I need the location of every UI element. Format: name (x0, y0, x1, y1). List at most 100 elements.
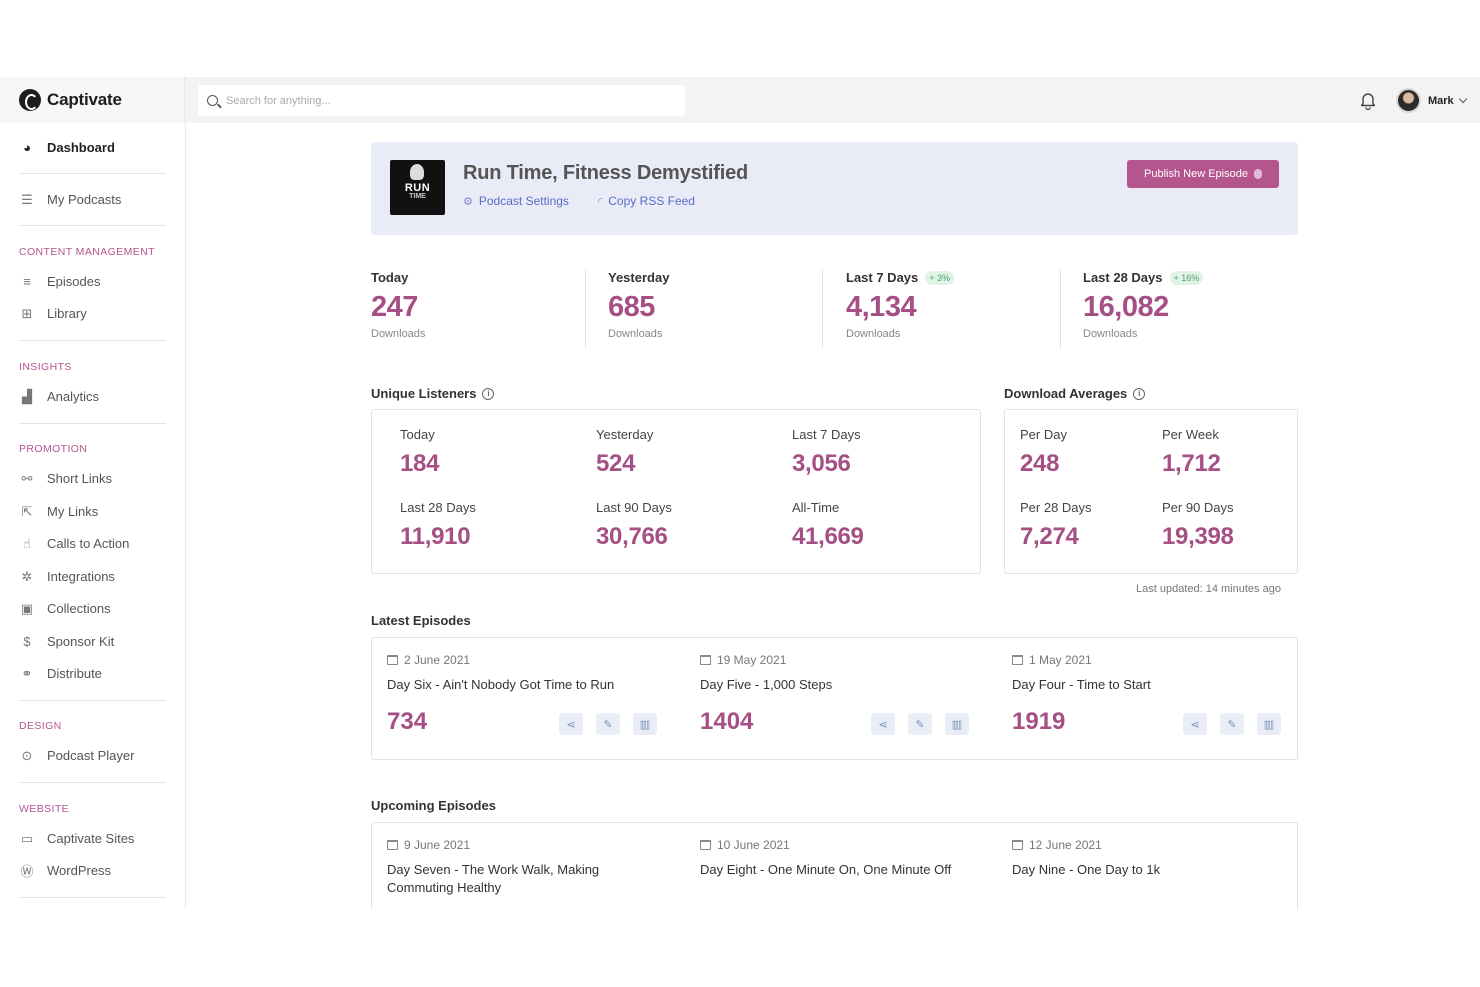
metric-label: Per Day (1020, 427, 1067, 442)
stat-value: 247 (371, 291, 418, 323)
dollar-icon: $ (23, 634, 31, 649)
podcast-settings-label: Podcast Settings (478, 194, 569, 208)
section-title-text: Unique Listeners (371, 386, 477, 401)
episode-downloads: 1919 (1012, 708, 1066, 735)
upcoming-episode-item[interactable]: 9 June 2021 Day Seven - The Work Walk, M… (387, 838, 647, 897)
stat-label-text: Last 7 Days (846, 270, 919, 285)
metric-label: Yesterday (596, 427, 654, 442)
app-name: Captivate (47, 90, 122, 109)
search-input[interactable] (226, 94, 656, 107)
metric-value: 41,669 (792, 523, 864, 550)
dashboard-icon: ◕ (23, 140, 31, 155)
distribute-icon: ⚭ (21, 665, 33, 681)
metric-label: Last 90 Days (596, 500, 672, 515)
stat-sub: Downloads (846, 328, 901, 340)
cover-title: RUN (404, 182, 431, 194)
episode-item[interactable]: 1 May 2021 Day Four - Time to Start 1919 (1012, 653, 1272, 736)
upcoming-episode-item[interactable]: 10 June 2021 Day Eight - One Minute On, … (700, 838, 960, 879)
sidebar-item-label: Podcast Player (47, 748, 135, 763)
stat-label: Last 7 Days + 3% (846, 270, 955, 285)
metric: Per Week 1,712 (1162, 427, 1221, 478)
copy-rss-label: Copy RSS Feed (608, 194, 695, 208)
sidebar-item-library[interactable]: ⊞ Library (19, 306, 87, 322)
episode-date-text: 12 June 2021 (1029, 838, 1102, 852)
metric-value: 248 (1020, 450, 1060, 477)
episode-item[interactable]: 2 June 2021 Day Six - Ain't Nobody Got T… (387, 653, 647, 736)
divider (19, 225, 166, 226)
sidebar-item-label: Short Links (47, 471, 113, 486)
episode-title: Day Nine - One Day to 1k (1012, 862, 1161, 877)
sidebar-item-integrations[interactable]: ✲ Integrations (19, 569, 115, 585)
section-title-text: Latest Episodes (371, 613, 471, 628)
sidebar-item-my-podcasts[interactable]: ☰ My Podcasts (19, 192, 121, 208)
sidebar-item-sponsor-kit[interactable]: $ Sponsor Kit (19, 634, 114, 649)
last-updated: Last updated: 14 minutes ago (1136, 583, 1281, 595)
search-icon (207, 95, 218, 106)
growth-badge: + 3% (925, 270, 955, 285)
sidebar-item-label: WordPress (47, 863, 112, 878)
logo[interactable]: Captivate (0, 77, 185, 123)
search-bar[interactable] (198, 85, 685, 116)
unique-listeners-card: Today 184 Yesterday 524 Last 7 Days 3,05… (371, 409, 981, 574)
stat-label: Yesterday (608, 270, 669, 285)
copy-rss-link[interactable]: ◜ Copy RSS Feed (598, 194, 695, 208)
podcast-settings-link[interactable]: ⚙ Podcast Settings (463, 194, 569, 208)
metric: Yesterday 524 (596, 427, 653, 478)
episode-date-text: 1 May 2021 (1029, 653, 1092, 667)
section-label-insights: INSIGHTS (19, 361, 72, 373)
episode-title: Day Eight - One Minute On, One Minute Of… (700, 862, 952, 877)
stat-sub: Downloads (1083, 328, 1138, 340)
podcast-banner: RUN TIME Run Time, Fitness Demystified ⚙… (371, 142, 1298, 235)
edit-button[interactable]: ✎ (1220, 713, 1244, 735)
divider (19, 173, 166, 174)
main-content: RUN TIME Run Time, Fitness Demystified ⚙… (186, 123, 1480, 909)
metric: Last 28 Days 11,910 (400, 500, 476, 551)
sidebar-item-my-links[interactable]: ⇱ My Links (19, 503, 99, 520)
edit-button[interactable]: ✎ (908, 713, 932, 735)
stat-today: Today 247 Downloads (371, 270, 425, 350)
sidebar-item-dashboard[interactable]: ◕ Dashboard (19, 140, 115, 155)
wordpress-icon: Ⓦ (20, 864, 34, 879)
info-icon[interactable]: i (1133, 387, 1146, 400)
episode-title: Day Five - 1,000 Steps (700, 677, 833, 692)
stats-button[interactable]: ▥ (945, 713, 969, 735)
publish-new-episode-button[interactable]: Publish New Episode (1127, 160, 1279, 188)
sidebar-item-label: Integrations (47, 569, 115, 584)
sidebar-item-episodes[interactable]: ≡ Episodes (19, 274, 100, 289)
bell-icon[interactable] (1359, 91, 1377, 110)
download-averages-title: Download Averages i (1004, 386, 1146, 401)
divider (822, 270, 823, 348)
user-menu[interactable]: Mark (1396, 88, 1467, 113)
stats-button[interactable]: ▥ (633, 713, 657, 735)
sidebar-item-label: My Links (47, 504, 99, 519)
sidebar-item-collections[interactable]: ▣ Collections (19, 601, 111, 617)
metric: All-Time 41,669 (792, 500, 864, 551)
upcoming-episode-item[interactable]: 12 June 2021 Day Nine - One Day to 1k (1012, 838, 1272, 879)
episodes-icon: ≡ (23, 274, 31, 289)
info-icon[interactable]: i (482, 387, 495, 400)
unique-listeners-title: Unique Listeners i (371, 386, 495, 401)
calendar-icon (700, 655, 711, 665)
sidebar-item-wordpress[interactable]: Ⓦ WordPress (19, 863, 112, 879)
sidebar-item-podcast-player[interactable]: ⊙ Podcast Player (19, 748, 135, 764)
calendar-icon (700, 840, 711, 850)
edit-button[interactable]: ✎ (596, 713, 620, 735)
sidebar-item-short-links[interactable]: ⚯ Short Links (19, 471, 113, 487)
section-title-text: Download Averages (1004, 386, 1128, 401)
divider (19, 700, 166, 701)
metric-value: 184 (400, 450, 440, 477)
sidebar-item-captivate-sites[interactable]: ▭ Captivate Sites (19, 831, 135, 847)
sidebar-item-analytics[interactable]: ▟ Analytics (19, 389, 99, 405)
section-label-website: WEBSITE (19, 803, 70, 815)
share-button[interactable]: ⋖ (871, 713, 895, 735)
latest-episodes-title: Latest Episodes (371, 613, 471, 628)
sidebar-item-calls-to-action[interactable]: ☝ Calls to Action (19, 536, 129, 552)
my-links-icon: ⇱ (21, 503, 33, 519)
section-title-text: Upcoming Episodes (371, 798, 496, 813)
share-button[interactable]: ⋖ (559, 713, 583, 735)
episode-item[interactable]: 19 May 2021 Day Five - 1,000 Steps 1404 (700, 653, 960, 736)
metric-value: 3,056 (792, 450, 851, 477)
share-button[interactable]: ⋖ (1183, 713, 1207, 735)
stats-button[interactable]: ▥ (1257, 713, 1281, 735)
sidebar-item-distribute[interactable]: ⚭ Distribute (19, 665, 102, 682)
